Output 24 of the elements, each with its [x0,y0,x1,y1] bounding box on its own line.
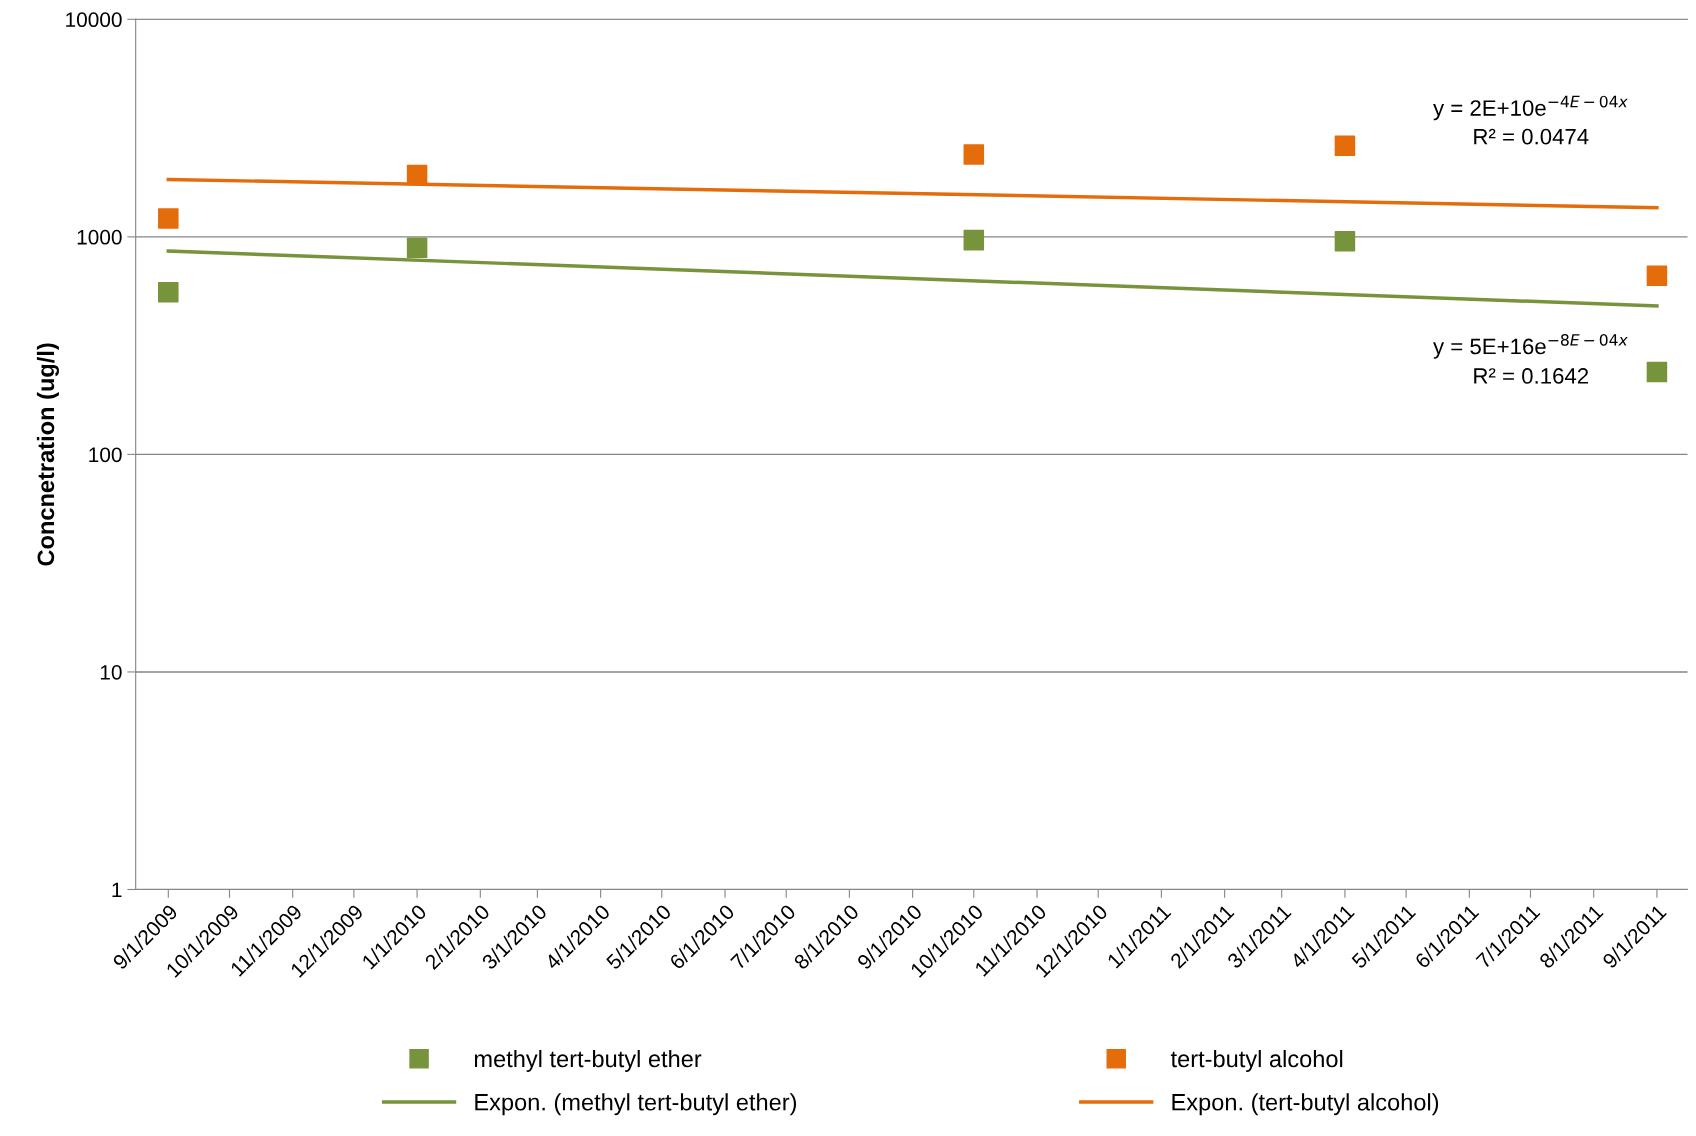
annotation: y = 5E+16e$^{−8E−04x}$ [1433,334,1628,359]
y-tick-label: 10 [100,664,122,680]
y-tick-label: 10000 [66,12,122,28]
point [158,208,179,229]
point [1334,230,1356,252]
point [1646,265,1668,287]
legend-label: Expon. (methyl tert-butyl ether) [475,1093,797,1116]
annotation: y = 2E+10e$^{−4E−04x}$ [1433,95,1628,121]
point [158,281,179,303]
annotation: R² = 0.0474 [1474,128,1589,145]
legend-label: tert-butyl alcohol [1170,1049,1343,1072]
legend-label: methyl tert-butyl ether [474,1049,702,1072]
point [1334,135,1356,157]
annotation: R² = 0.1642 [1474,368,1589,384]
y-tick-label: 1000 [77,229,122,245]
point [1646,361,1668,383]
point [963,229,985,251]
y-axis-title: Concnetration (ug/l) [36,343,59,566]
y-tick-label: 1 [112,882,122,898]
point [406,237,428,259]
y-tick-label: 100 [89,447,122,463]
point [406,164,428,186]
point [963,144,985,165]
legend-label: Expon. (tert-butyl alcohol) [1172,1093,1439,1116]
